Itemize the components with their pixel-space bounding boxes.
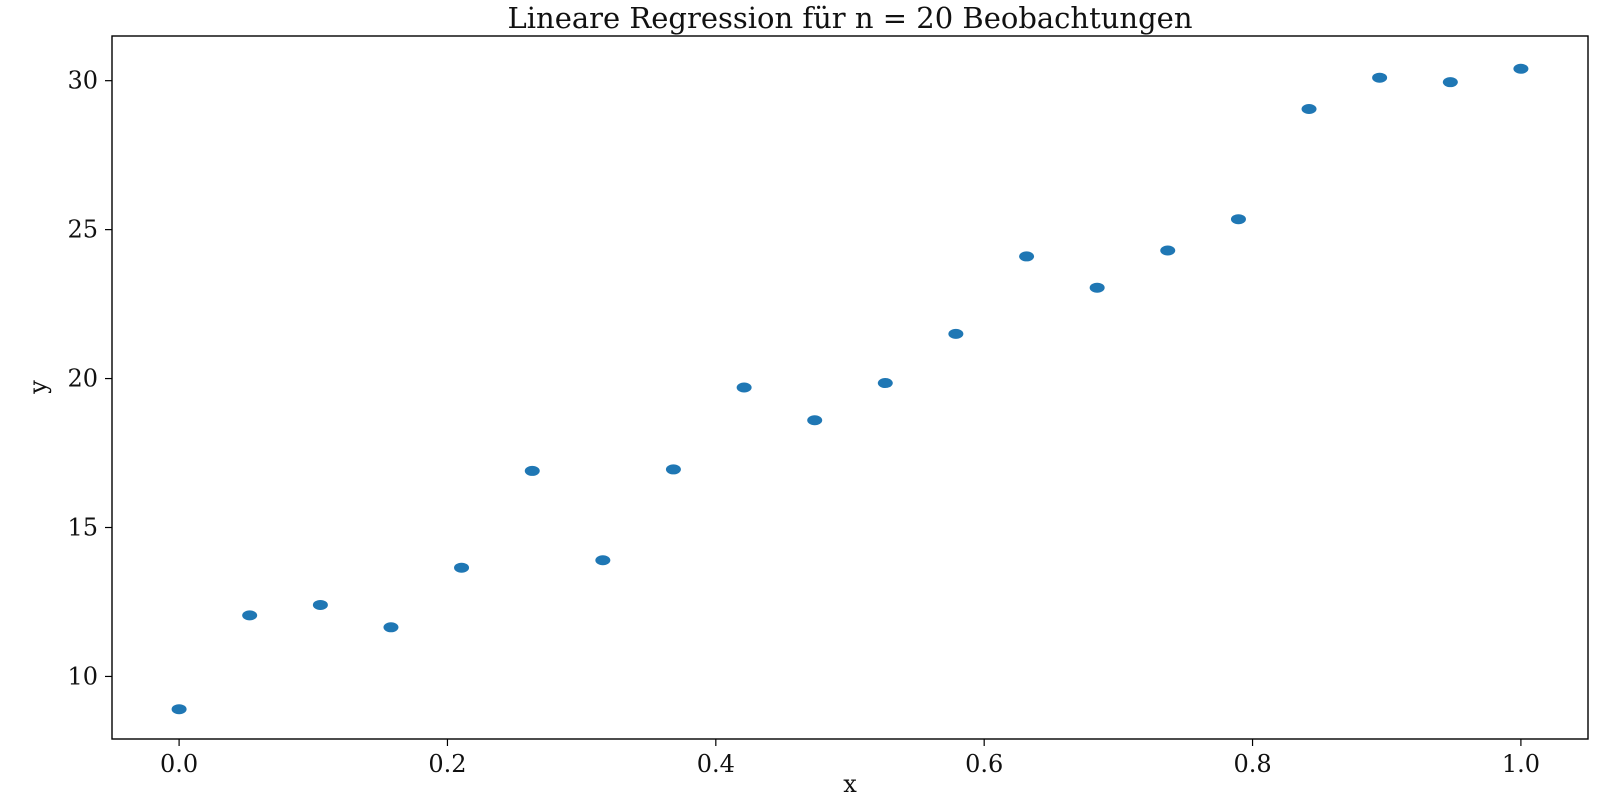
scatter-point bbox=[807, 415, 823, 426]
x-axis-label: x bbox=[843, 770, 857, 798]
data-points bbox=[171, 63, 1529, 715]
scatter-point bbox=[242, 610, 258, 621]
x-tick-label: 0.2 bbox=[428, 750, 466, 778]
x-tick-label: 1.0 bbox=[1502, 750, 1540, 778]
chart-title: Lineare Regression für n = 20 Beobachtun… bbox=[507, 1, 1192, 35]
y-axis-ticks: 10 15 20 25 30 bbox=[67, 67, 112, 690]
scatter-point bbox=[1089, 282, 1105, 293]
scatter-point bbox=[1019, 251, 1035, 262]
y-tick-label: 10 bbox=[67, 662, 98, 690]
y-axis-label: y bbox=[24, 380, 52, 395]
scatter-point bbox=[595, 555, 611, 566]
scatter-point bbox=[665, 464, 681, 475]
x-tick-label: 0.4 bbox=[697, 750, 735, 778]
scatter-point bbox=[1230, 214, 1246, 225]
x-tick-label: 0.8 bbox=[1233, 750, 1271, 778]
scatter-point bbox=[524, 465, 540, 476]
x-axis-ticks: 0.0 0.2 0.4 0.6 0.8 1.0 bbox=[160, 739, 1540, 778]
y-tick-label: 20 bbox=[67, 365, 98, 393]
scatter-point bbox=[383, 622, 399, 633]
x-tick-label: 0.0 bbox=[160, 750, 198, 778]
scatter-point bbox=[877, 378, 893, 389]
scatter-point bbox=[1160, 245, 1176, 256]
x-tick-label: 0.6 bbox=[965, 750, 1003, 778]
scatter-point bbox=[736, 382, 752, 393]
scatter-point bbox=[1442, 77, 1458, 88]
y-tick-label: 30 bbox=[67, 67, 98, 95]
scatter-point bbox=[1513, 63, 1529, 74]
scatter-point bbox=[1301, 103, 1317, 114]
scatter-point bbox=[171, 704, 187, 715]
y-tick-label: 15 bbox=[67, 514, 98, 542]
scatter-point bbox=[454, 562, 470, 573]
scatter-point bbox=[948, 328, 964, 339]
scatter-point bbox=[1372, 72, 1388, 83]
scatter-point bbox=[312, 599, 328, 610]
plot-area bbox=[111, 35, 1589, 740]
y-tick-label: 25 bbox=[67, 216, 98, 244]
